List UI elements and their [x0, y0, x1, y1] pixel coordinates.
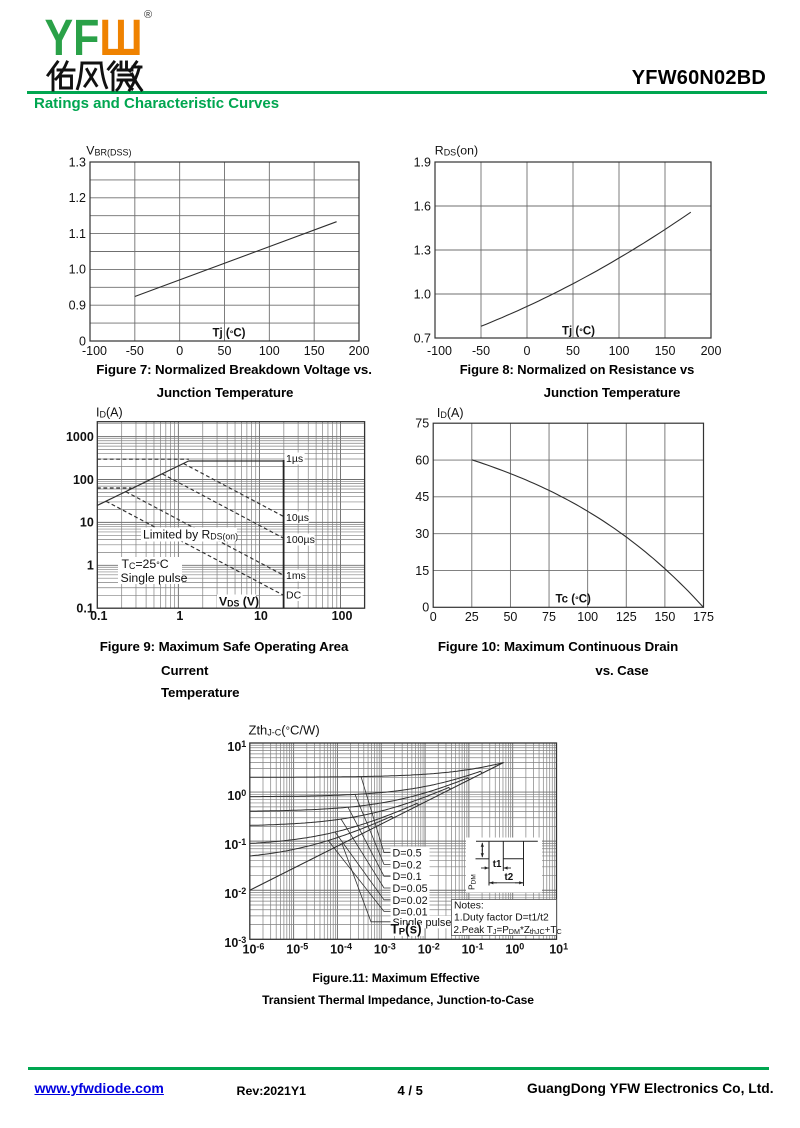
- svg-text:10-2: 10-2: [224, 886, 246, 901]
- svg-text:DC: DC: [286, 590, 302, 602]
- svg-text:D=0.1: D=0.1: [393, 871, 422, 883]
- svg-text:0.1: 0.1: [90, 609, 107, 623]
- svg-text:25: 25: [465, 610, 479, 624]
- svg-text:RDS(on): RDS(on): [435, 143, 478, 157]
- svg-text:1.6: 1.6: [414, 199, 431, 213]
- svg-text:1.9: 1.9: [414, 155, 431, 169]
- svg-text:Limited by RDS(on): Limited by RDS(on): [143, 528, 238, 542]
- svg-text:TC=25°C: TC=25°C: [122, 557, 169, 571]
- svg-text:-50: -50: [126, 344, 144, 358]
- svg-text:®: ®: [144, 9, 152, 21]
- svg-text:60: 60: [415, 453, 429, 467]
- svg-text:100: 100: [73, 473, 94, 487]
- svg-text:1.3: 1.3: [69, 155, 86, 169]
- svg-text:10-5: 10-5: [286, 942, 308, 957]
- svg-text:10µs: 10µs: [286, 512, 309, 524]
- svg-text:ID(A): ID(A): [96, 406, 123, 420]
- svg-text:ZthJ-C(°C/W): ZthJ-C(°C/W): [249, 723, 320, 738]
- svg-text:15: 15: [415, 564, 429, 578]
- svg-text:-100: -100: [82, 344, 107, 358]
- svg-text:1: 1: [176, 609, 183, 623]
- svg-text:2.Peak TJ=PDM*ZthJC+TC: 2.Peak TJ=PDM*ZthJC+TC: [454, 925, 562, 936]
- svg-text:0: 0: [176, 344, 183, 358]
- svg-text:-100: -100: [427, 344, 452, 358]
- svg-text:0.7: 0.7: [414, 331, 431, 345]
- svg-text:100µs: 100µs: [286, 534, 315, 546]
- svg-text:50: 50: [218, 344, 232, 358]
- svg-text:150: 150: [304, 344, 325, 358]
- svg-text:1.2: 1.2: [69, 191, 86, 205]
- svg-text:10-1: 10-1: [462, 942, 484, 957]
- svg-text:101: 101: [549, 942, 568, 957]
- svg-text:10-3: 10-3: [374, 942, 396, 957]
- svg-text:0: 0: [524, 344, 531, 358]
- svg-text:200: 200: [701, 344, 722, 358]
- svg-text:0: 0: [422, 601, 429, 615]
- svg-text:10-1: 10-1: [224, 837, 246, 852]
- svg-text:PDM: PDM: [467, 874, 478, 890]
- svg-text:100: 100: [609, 344, 630, 358]
- svg-text:t2: t2: [505, 872, 514, 883]
- svg-text:D=0.02: D=0.02: [393, 895, 428, 907]
- svg-text:150: 150: [655, 344, 676, 358]
- svg-text:100: 100: [505, 942, 524, 957]
- svg-text:D=0.2: D=0.2: [393, 859, 422, 871]
- svg-text:1.Duty factor D=t1/t2: 1.Duty factor D=t1/t2: [454, 913, 549, 924]
- svg-text:10: 10: [254, 609, 268, 623]
- svg-text:0.1: 0.1: [76, 602, 93, 616]
- svg-text:101: 101: [227, 739, 246, 754]
- svg-text:1µs: 1µs: [286, 453, 303, 465]
- svg-text:1.0: 1.0: [414, 287, 431, 301]
- svg-text:D=0.01: D=0.01: [393, 906, 428, 918]
- svg-text:0.9: 0.9: [69, 299, 86, 313]
- svg-text:1ms: 1ms: [286, 570, 306, 582]
- svg-text:ID(A): ID(A): [437, 406, 464, 420]
- svg-text:YFШ: YFШ: [45, 9, 143, 66]
- svg-text:t1: t1: [493, 859, 502, 870]
- svg-text:Notes:: Notes:: [454, 901, 484, 912]
- svg-text:10-4: 10-4: [330, 942, 352, 957]
- svg-text:VBR(DSS): VBR(DSS): [86, 143, 131, 157]
- svg-text:1000: 1000: [66, 430, 94, 444]
- svg-text:10-2: 10-2: [418, 942, 440, 957]
- svg-text:175: 175: [693, 610, 714, 624]
- svg-text:150: 150: [654, 610, 675, 624]
- svg-text:1.0: 1.0: [69, 263, 86, 277]
- svg-text:VDS (V): VDS (V): [219, 595, 259, 609]
- svg-text:75: 75: [415, 417, 429, 431]
- svg-text:100: 100: [259, 344, 280, 358]
- svg-text:Tj (°C): Tj (°C): [562, 326, 595, 338]
- svg-text:1.3: 1.3: [414, 243, 431, 257]
- svg-text:100: 100: [227, 788, 246, 803]
- svg-text:50: 50: [566, 344, 580, 358]
- svg-text:1: 1: [87, 559, 94, 573]
- svg-text:125: 125: [616, 610, 637, 624]
- svg-text:10: 10: [80, 516, 94, 530]
- svg-text:-50: -50: [472, 344, 490, 358]
- svg-text:200: 200: [349, 344, 370, 358]
- svg-text:D=0.5: D=0.5: [393, 848, 422, 860]
- svg-text:Tc (°C): Tc (°C): [556, 594, 592, 606]
- svg-text:D=0.05: D=0.05: [393, 883, 428, 895]
- svg-text:0: 0: [430, 610, 437, 624]
- svg-text:100: 100: [332, 609, 353, 623]
- svg-text:Single pulse: Single pulse: [121, 571, 188, 585]
- svg-text:0: 0: [79, 334, 86, 348]
- svg-text:75: 75: [542, 610, 556, 624]
- svg-text:30: 30: [415, 527, 429, 541]
- svg-text:50: 50: [503, 610, 517, 624]
- svg-text:100: 100: [577, 610, 598, 624]
- svg-text:TP(s): TP(s): [391, 922, 422, 938]
- svg-text:1.1: 1.1: [69, 227, 86, 241]
- svg-text:45: 45: [415, 490, 429, 504]
- svg-text:Tj (°C): Tj (°C): [213, 328, 246, 340]
